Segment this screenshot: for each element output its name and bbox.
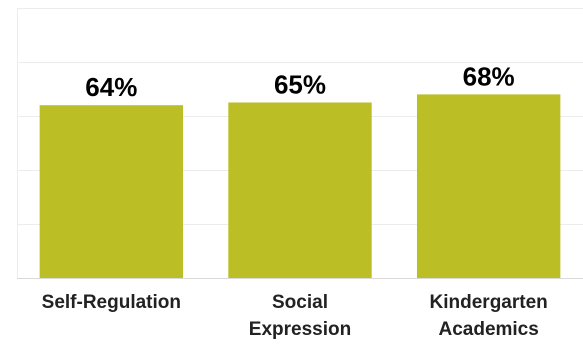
category-label: Kindergarten: [430, 292, 548, 313]
bars: [39, 94, 561, 279]
bar: [416, 94, 561, 279]
data-label: 68%: [463, 61, 515, 91]
category-label: Self-Regulation: [42, 292, 181, 313]
category-label: Expression: [249, 319, 351, 340]
bar: [228, 102, 372, 278]
bar: [39, 105, 184, 278]
category-labels: Self-Regulation Social Expression Kindergar…: [42, 292, 548, 340]
data-label: 64%: [85, 72, 137, 102]
data-labels: 64% 65% 68%: [85, 61, 514, 102]
category-label: Academics: [438, 319, 538, 340]
category-label: Social: [272, 292, 328, 313]
data-label: 65%: [274, 70, 326, 100]
